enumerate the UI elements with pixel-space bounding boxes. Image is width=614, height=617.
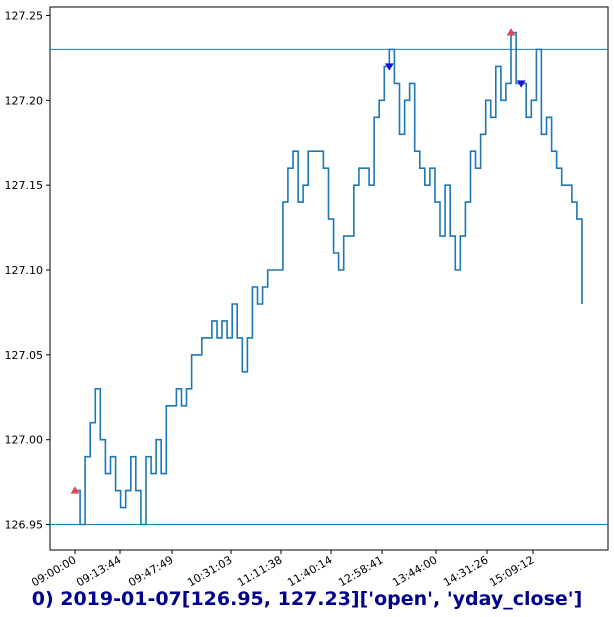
plot-area: [49, 6, 609, 551]
y-tick-label-0: 126.95: [5, 519, 44, 532]
marker-buy-2: [506, 28, 516, 36]
y-tick-label-6: 127.25: [5, 9, 44, 22]
marker-buy-0: [70, 486, 80, 494]
y-tick-label-3: 127.10: [5, 264, 44, 277]
x-tick-label-5: 11:40:14: [285, 553, 334, 589]
y-tick-label-4: 127.15: [5, 179, 44, 192]
y-tick-label-5: 127.20: [5, 94, 44, 107]
x-tick-label-0: 09:00:00: [29, 553, 78, 589]
y-tick-label-2: 127.05: [5, 349, 44, 362]
y-tick-label-1: 127.00: [5, 434, 44, 447]
x-tick-label-3: 10:31:03: [185, 553, 234, 589]
x-tick-label-8: 14:31:26: [441, 553, 490, 589]
x-tick-label-7: 13:44:00: [390, 553, 439, 589]
chart-caption: 0) 2019-01-07[126.95, 127.23]['open', 'y…: [31, 588, 583, 610]
x-tick-label-1: 09:13:44: [74, 553, 123, 589]
marker-sell-1: [384, 63, 394, 71]
x-tick-label-6: 12:58:41: [336, 553, 385, 589]
x-tick-label-4: 11:11:38: [235, 553, 284, 589]
marker-sell-3: [516, 80, 526, 88]
x-tick-label-9: 15:09:12: [487, 553, 536, 589]
series-line: [75, 31, 583, 526]
x-tick-label-2: 09:47:49: [126, 553, 175, 589]
